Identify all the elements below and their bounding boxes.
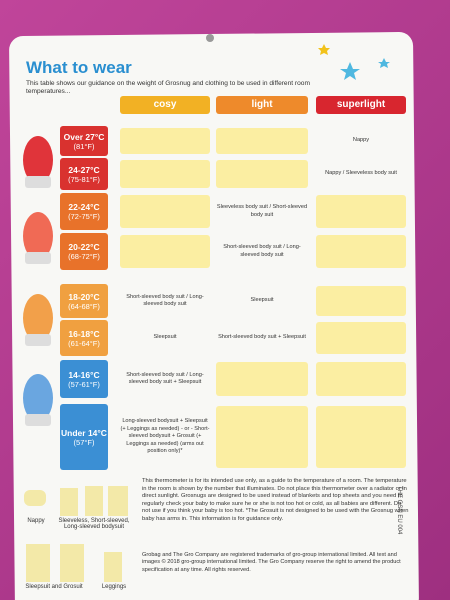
icon-caption: Sleeveless, Short-sleeved, Long-sleeved … bbox=[58, 518, 130, 530]
temp-f: (57°F) bbox=[73, 437, 95, 447]
temp-f: (57-61°F) bbox=[68, 379, 100, 389]
temp-box: 14-16°C (57-61°F) bbox=[60, 360, 108, 398]
temp-f: (81°F) bbox=[73, 141, 95, 151]
empty-cell bbox=[120, 235, 210, 268]
empty-cell bbox=[316, 406, 406, 468]
temp-f: (64-68°F) bbox=[68, 301, 100, 311]
product-code: THE GSN EU 004 bbox=[396, 486, 402, 535]
empty-cell bbox=[216, 362, 308, 396]
icon-caption: Leggings bbox=[101, 584, 127, 590]
temp-box: 22-24°C (72-75°F) bbox=[60, 193, 108, 230]
temp-box: 20-22°C (68-72°F) bbox=[60, 233, 108, 270]
empty-cell bbox=[120, 160, 210, 188]
clothing-cell: Sleepsuit bbox=[250, 297, 274, 304]
temp-box: 24-27°C (75-81°F) bbox=[60, 158, 108, 190]
clothing-cell: Sleeveless body suit / Short-sleeved bod… bbox=[216, 204, 308, 218]
intro: This table shows our guidance on the wei… bbox=[26, 80, 310, 95]
clothing-cell: Short-sleeved body suit / Long-sleeved b… bbox=[126, 293, 204, 308]
temp-f: (72-75°F) bbox=[68, 212, 100, 221]
empty-cell bbox=[316, 235, 406, 268]
temp-c: 24-27°C bbox=[68, 164, 100, 175]
temp-f: (75-81°F) bbox=[68, 174, 100, 184]
temp-box: 16-18°C (61-64°F) bbox=[60, 320, 108, 356]
icon-caption: Nappy bbox=[27, 518, 45, 524]
column-header: cosy bbox=[120, 96, 210, 114]
empty-cell bbox=[216, 128, 308, 154]
trademark: Grobag and The Gro Company are registere… bbox=[142, 552, 401, 573]
empty-cell bbox=[316, 286, 406, 316]
temp-c: 14-16°C bbox=[68, 369, 100, 380]
temp-c: Over 27°C bbox=[63, 131, 105, 142]
temp-f: (68-72°F) bbox=[68, 252, 100, 261]
temp-c: 18-20°C bbox=[68, 291, 100, 302]
clothing-cell: Long-sleeved bodysuit + Sleepsuit (+ Leg… bbox=[120, 418, 210, 455]
temp-c: Under 14°C bbox=[61, 427, 107, 438]
temp-c: 22-24°C bbox=[68, 202, 100, 212]
empty-cell bbox=[316, 195, 406, 228]
empty-cell bbox=[316, 322, 406, 354]
clothing-cell: Short-sleeved body suit / Long-sleeved b… bbox=[223, 244, 301, 258]
note: This thermometer is for its intended use… bbox=[142, 478, 409, 522]
clothing-cell: Nappy / Sleeveless body suit bbox=[325, 170, 397, 177]
clothing-cell: Short-sleeved body suit / Long-sleeved b… bbox=[126, 371, 204, 386]
clothing-cell: Sleepsuit bbox=[153, 334, 177, 341]
temp-f: (61-64°F) bbox=[68, 338, 100, 348]
title: What to wear bbox=[26, 58, 132, 77]
column-header: superlight bbox=[316, 96, 406, 114]
column-header: light bbox=[216, 96, 308, 114]
empty-cell bbox=[216, 406, 308, 468]
empty-cell bbox=[216, 160, 308, 188]
temp-c: 16-18°C bbox=[68, 328, 100, 339]
temp-box: Under 14°C (57°F) bbox=[60, 404, 108, 470]
clothing-cell: Nappy bbox=[352, 137, 370, 144]
empty-cell bbox=[316, 362, 406, 396]
empty-cell bbox=[120, 128, 210, 154]
temp-box: Over 27°C (81°F) bbox=[60, 126, 108, 156]
clothing-cell: Short-sleeved body suit + Sleepsuit bbox=[218, 334, 306, 341]
temp-c: 20-22°C bbox=[68, 242, 100, 252]
temp-box: 18-20°C (64-68°F) bbox=[60, 284, 108, 318]
empty-cell bbox=[120, 195, 210, 228]
icon-caption: Sleepsuit and Grosuit bbox=[25, 584, 83, 590]
